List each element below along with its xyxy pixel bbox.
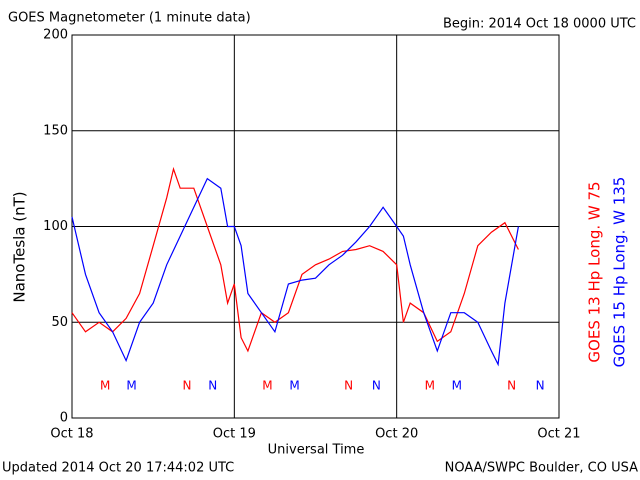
event-marker: M [100,379,110,393]
x-axis-label: Universal Time [268,443,365,458]
chart-title: GOES Magnetometer (1 minute data) [8,11,251,26]
event-marker: N [536,379,545,393]
y-tick-label: 50 [51,315,68,330]
subtitle: Begin: 2014 Oct 18 0000 UTC [443,17,636,32]
x-tick-label: Oct 20 [375,427,418,442]
footer-right: NOAA/SWPC Boulder, CO USA [445,461,638,476]
y-axis-label: NanoTesla (nT) [11,191,29,302]
event-marker: M [126,379,136,393]
x-tick-label: Oct 18 [50,427,93,442]
plot-frame [71,34,560,419]
event-marker: M [425,379,435,393]
event-marker: M [289,379,299,393]
series-line [71,177,519,367]
event-marker: M [262,379,272,393]
x-tick-label: Oct 21 [537,427,580,442]
event-marker: N [182,379,191,393]
legend-label: GOES 15 Hp Long. W 135 [611,177,629,368]
event-marker: N [208,379,217,393]
y-tick-label: 100 [43,219,68,234]
y-tick-label: 0 [60,411,68,426]
legend-label: GOES 13 Hp Long. W 75 [586,181,604,362]
event-marker: M [452,379,462,393]
event-marker: N [372,379,381,393]
event-marker: N [507,379,516,393]
series-line [71,166,519,353]
y-tick-label: 150 [43,123,68,138]
event-marker: N [344,379,353,393]
footer-left: Updated 2014 Oct 20 17:44:02 UTC [2,461,234,476]
x-tick-label: Oct 19 [213,427,256,442]
y-tick-label: 200 [43,28,68,43]
